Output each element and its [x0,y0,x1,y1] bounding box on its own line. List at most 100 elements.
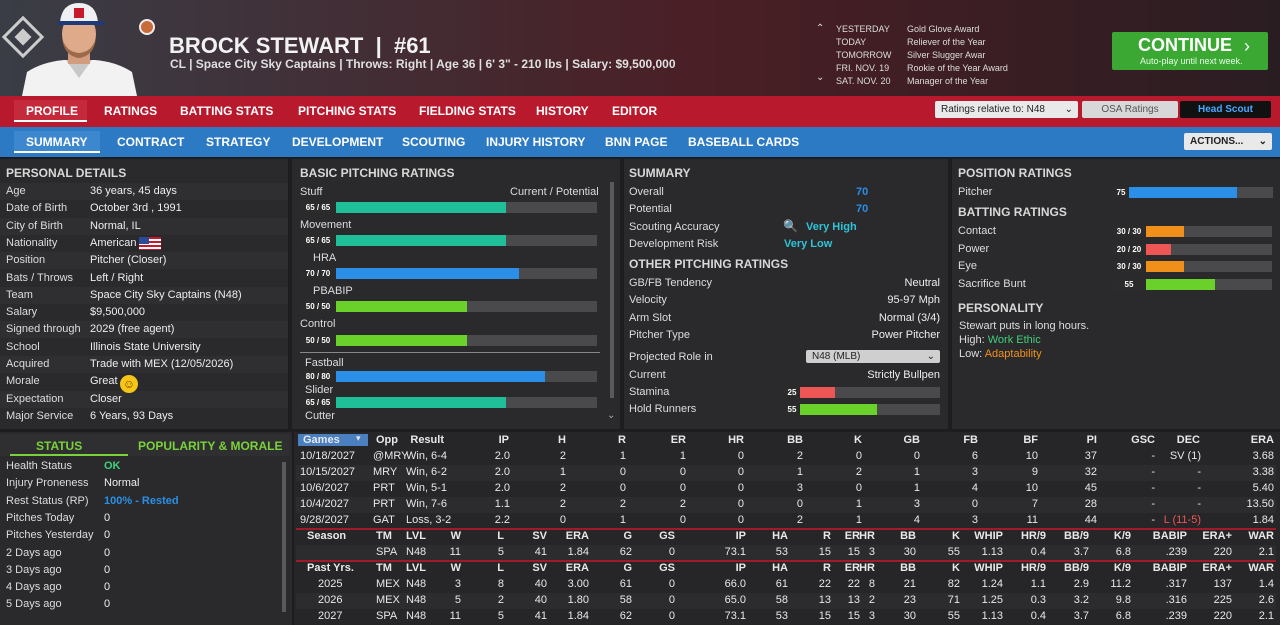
table-cell[interactable]: W [450,562,461,574]
table-cell[interactable]: K [952,562,960,574]
table-cell[interactable]: TM [376,530,392,542]
games-header-cell[interactable]: PI [1086,434,1097,446]
table-cell[interactable]: K [952,530,960,542]
table-cell[interactable]: HA [772,530,788,542]
basic-pitching-title: BASIC PITCHING RATINGS [300,166,455,180]
status-scrollbar[interactable] [282,462,286,612]
games-header-cell[interactable]: Result [410,434,444,446]
games-header-cell[interactable]: FB [963,434,978,446]
table-cell[interactable]: Season [307,530,347,542]
games-header-cell[interactable]: DEC [1176,434,1200,446]
actions-button[interactable]: ACTIONS... ⌄ [1184,133,1272,150]
table-cell[interactable]: WAR [1248,530,1274,542]
tab-fielding-stats[interactable]: FIELDING STATS [419,104,516,118]
tab-strategy[interactable]: STRATEGY [206,135,271,149]
rating-label-fastball: Fastball [305,357,344,369]
games-header-cell[interactable]: Opp [376,434,398,446]
table-cell[interactable]: G [623,530,632,542]
calendar-event[interactable]: Reliever of the Year [907,37,986,47]
games-header-cell[interactable]: H [558,434,566,446]
table-cell[interactable]: TM [376,562,392,574]
table-cell[interactable]: WHIP [974,562,1003,574]
table-cell[interactable]: HR [859,530,875,542]
tab-batting-stats[interactable]: BATTING STATS [180,104,274,118]
tab-popularity-morale[interactable]: POPULARITY & MORALE [138,439,283,453]
table-cell[interactable]: IP [735,530,746,542]
calendar-event[interactable]: Gold Glove Award [907,24,980,34]
projected-role-select[interactable]: N48 (MLB) ⌄ [806,350,940,363]
table-cell[interactable]: L [497,562,504,574]
table-cell[interactable]: ERA [565,530,589,542]
table-cell[interactable]: SV [532,562,547,574]
table-cell[interactable]: BABIP [1152,562,1187,574]
tab-history[interactable]: HISTORY [536,104,589,118]
table-cell[interactable]: BB/9 [1063,562,1089,574]
table-cell[interactable]: HR/9 [1020,530,1046,542]
continue-button[interactable] [1112,32,1268,70]
table-cell[interactable]: R [823,562,831,574]
games-header-cell[interactable]: HR [728,434,744,446]
tab-scouting[interactable]: SCOUTING [402,135,466,149]
games-header-cell[interactable]: ER [670,434,686,446]
tab-injury-history[interactable]: INJURY HISTORY [486,135,586,149]
games-select[interactable] [298,434,368,446]
games-header-cell[interactable]: BF [1023,434,1038,446]
table-cell[interactable]: K/9 [1113,562,1131,574]
games-header-cell[interactable]: R [618,434,626,446]
tab-profile[interactable]: PROFILE [26,104,79,118]
table-cell[interactable]: ER [844,530,860,542]
table-cell[interactable]: BB [900,562,916,574]
tab-ratings[interactable]: RATINGS [104,104,158,118]
ratings-scrollbar[interactable] [610,182,614,398]
table-cell[interactable]: BB/9 [1063,530,1089,542]
calendar-event[interactable]: Silver Slugger Awar [907,50,986,60]
table-cell[interactable]: BABIP [1152,530,1187,542]
table-cell[interactable]: Past Yrs. [307,562,354,574]
table-cell[interactable]: ERA [565,562,589,574]
calendar-down-icon[interactable]: ⌄ [816,72,825,83]
ratings-relative-select[interactable]: Ratings relative to: N48 ⌄ [935,101,1078,118]
table-cell[interactable]: ERA+ [1202,530,1232,542]
table-cell[interactable]: L [497,530,504,542]
table-cell[interactable]: WAR [1248,562,1274,574]
table-cell[interactable]: HR [859,562,875,574]
games-header-cell[interactable]: GSC [1131,434,1155,446]
table-cell[interactable]: WHIP [974,530,1003,542]
table-cell[interactable]: G [623,562,632,574]
table-cell: 5 [497,546,504,558]
table-cell[interactable]: ERA+ [1202,562,1232,574]
table-cell: N48 [406,546,427,558]
calendar-up-icon[interactable]: ⌃ [816,23,825,34]
table-cell[interactable]: LVL [406,530,426,542]
table-cell[interactable]: HR/9 [1020,562,1046,574]
calendar-event[interactable]: Manager of the Year [907,76,989,86]
table-cell[interactable]: K/9 [1113,530,1131,542]
table-cell[interactable]: LVL [406,562,426,574]
tab-editor[interactable]: EDITOR [612,104,658,118]
table-cell[interactable]: IP [735,562,746,574]
tab-status[interactable]: STATUS [36,439,83,453]
tab-development[interactable]: DEVELOPMENT [292,135,384,149]
table-cell[interactable]: R [823,530,831,542]
games-header-cell[interactable]: BB [787,434,803,446]
calendar-event[interactable]: Rookie of the Year Award [907,63,1008,73]
games-header-cell[interactable]: K [854,434,862,446]
tab-pitching-stats[interactable]: PITCHING STATS [298,104,397,118]
table-cell[interactable]: BB [900,530,916,542]
table-cell[interactable]: W [450,530,461,542]
table-cell[interactable]: GS [659,562,675,574]
head-scout-button[interactable]: Head Scout [1180,101,1271,118]
table-cell[interactable]: SV [532,530,547,542]
games-header-cell[interactable]: GB [903,434,921,446]
tab-baseball-cards[interactable]: BASEBALL CARDS [688,135,800,149]
tab-summary[interactable]: SUMMARY [26,135,88,149]
table-cell[interactable]: HA [772,562,788,574]
osa-ratings-button[interactable]: OSA Ratings [1082,101,1178,118]
tab-bnn-page[interactable]: BNN PAGE [605,135,668,149]
games-header-cell[interactable]: ERA [1250,434,1274,446]
scroll-down-icon[interactable]: ⌄ [607,410,616,421]
table-cell[interactable]: ER [844,562,860,574]
games-header-cell[interactable]: IP [498,434,509,446]
tab-contract[interactable]: CONTRACT [117,135,185,149]
table-cell[interactable]: GS [659,530,675,542]
